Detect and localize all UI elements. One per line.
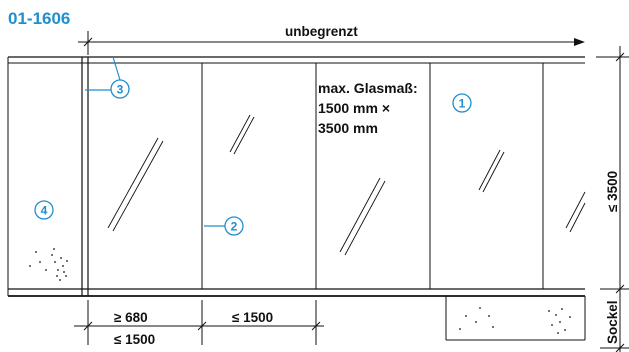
callout-4: 4 <box>34 200 54 220</box>
base-plinth <box>445 296 586 341</box>
callout-2-number: 2 <box>231 220 238 234</box>
top-dimension <box>78 31 585 55</box>
glass-reflection-marks <box>107 114 586 256</box>
bottom-dim-second-max: ≤ 1500 <box>232 310 273 325</box>
glass-max-line-1: max. Glasmaß: <box>318 80 418 96</box>
right-height-label: ≤ 3500 <box>605 171 620 212</box>
callout-1-number: 1 <box>459 97 466 111</box>
base-height-label: Sockel <box>605 300 620 344</box>
wall-concrete-dots <box>29 248 68 281</box>
drawing-number: 01-1606 <box>8 9 70 28</box>
top-dimension-label: unbegrenzt <box>285 24 358 39</box>
callout-3: 3 <box>85 56 130 99</box>
panel-frame <box>7 56 585 297</box>
bottom-dimensions <box>74 300 324 345</box>
glass-max-line-2: 1500 mm × <box>318 100 390 116</box>
callout-4-number: 4 <box>41 204 48 218</box>
glass-max-size-note: max. Glasmaß: 1500 mm × 3500 mm <box>318 80 418 136</box>
bottom-dim-first-min: ≥ 680 <box>114 310 148 325</box>
plinth-concrete-dots <box>459 307 571 334</box>
callout-1: 1 <box>452 93 472 113</box>
glass-max-line-3: 3500 mm <box>318 120 378 136</box>
callout-3-number: 3 <box>117 83 124 97</box>
right-height-dimension <box>596 46 629 352</box>
bottom-dim-first-max: ≤ 1500 <box>114 332 155 347</box>
callout-2: 2 <box>204 216 244 236</box>
